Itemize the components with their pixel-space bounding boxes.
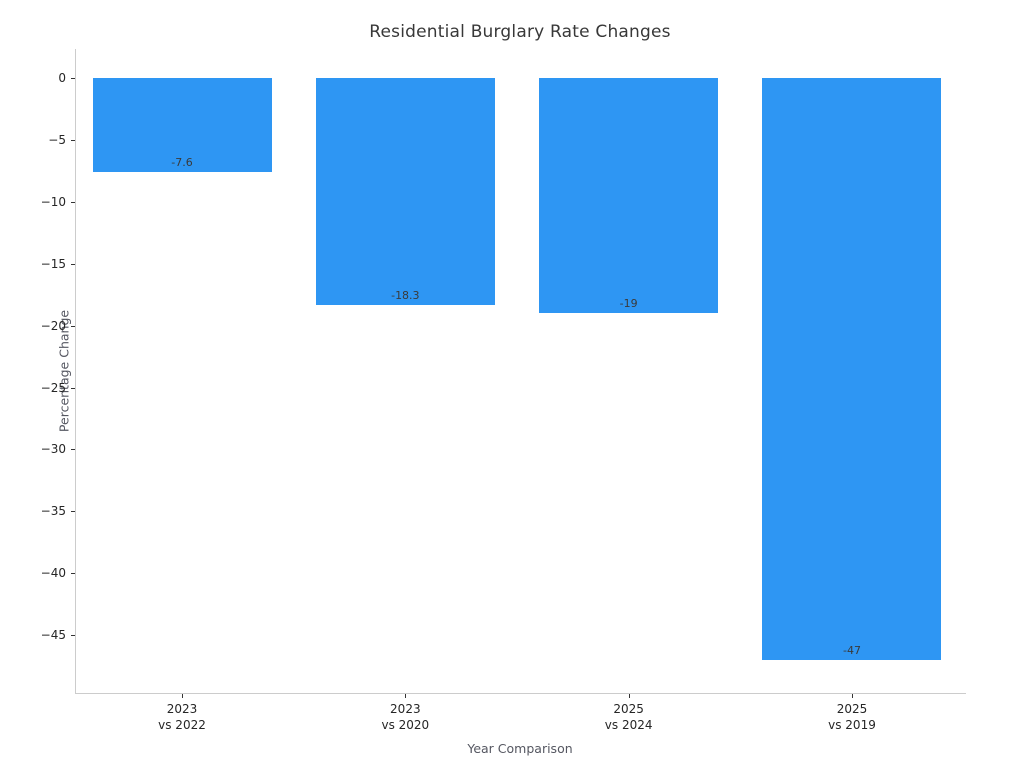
y-tick-label: −20 bbox=[40, 318, 66, 333]
y-tick-mark bbox=[71, 573, 75, 575]
x-tick-label: 2023 vs 2022 bbox=[112, 701, 252, 733]
x-tick-label-line: vs 2019 bbox=[828, 718, 876, 732]
y-tick-mark bbox=[71, 449, 75, 451]
x-tick-label: 2025 vs 2024 bbox=[559, 701, 699, 733]
y-tick-label: 0 bbox=[58, 71, 66, 85]
y-tick-mark bbox=[71, 263, 75, 265]
x-tick-label-line: vs 2020 bbox=[381, 718, 430, 732]
y-tick-label: −40 bbox=[40, 566, 66, 581]
chart-title: Residential Burglary Rate Changes bbox=[369, 22, 671, 42]
plot-area: 0 −5 −10 −15 −20 −25 −30 −35 −40 −45 -7.6 2023 vs 20… bbox=[41, 49, 966, 732]
y-tick-label: −45 bbox=[40, 628, 66, 643]
x-tick-mark bbox=[628, 694, 630, 698]
y-tick-mark bbox=[71, 325, 75, 327]
y-tick-label: −5 bbox=[48, 132, 66, 147]
y-tick-label: −25 bbox=[40, 380, 66, 395]
bar-2025-vs-2024: -19 bbox=[539, 78, 719, 314]
y-tick-mark bbox=[71, 387, 75, 389]
y-tick-label: −10 bbox=[40, 194, 66, 209]
x-tick-mark bbox=[182, 694, 183, 698]
y-tick-label: −35 bbox=[40, 504, 66, 519]
x-tick-label: 2023 vs 2020 bbox=[335, 701, 475, 733]
bar-value-label: -19 bbox=[619, 297, 638, 311]
x-axis-label: Year Comparison bbox=[467, 741, 573, 756]
bar-value-label: -47 bbox=[843, 644, 861, 657]
y-tick-mark bbox=[71, 139, 75, 141]
bar-value-label: -7.6 bbox=[171, 156, 193, 170]
y-tick-mark bbox=[71, 78, 75, 79]
y-tick-label: −15 bbox=[40, 256, 66, 271]
y-tick-mark bbox=[71, 201, 75, 203]
y-tick-label: −30 bbox=[40, 442, 66, 457]
x-tick-label-line: 2023 bbox=[166, 702, 198, 716]
x-tick-label: 2025 vs 2019 bbox=[782, 701, 922, 733]
x-tick-label-line: 2025 bbox=[613, 702, 644, 716]
x-tick-label-line: vs 2022 bbox=[158, 718, 206, 732]
bar-2023-vs-2020: -18.3 bbox=[315, 78, 495, 305]
x-tick-label-line: vs 2024 bbox=[604, 718, 653, 732]
x-tick-label-line: 2023 bbox=[390, 702, 421, 716]
x-tick-mark bbox=[405, 694, 407, 698]
bar-value-label: -18.3 bbox=[391, 288, 420, 302]
x-tick-label-line: 2025 bbox=[836, 702, 868, 716]
x-tick-mark bbox=[851, 694, 853, 698]
y-tick-mark bbox=[71, 511, 75, 513]
bar-2023-vs-2022: -7.6 bbox=[92, 78, 272, 173]
bar-2025-vs-2019: -47 bbox=[762, 78, 942, 660]
y-tick-mark bbox=[71, 635, 75, 637]
